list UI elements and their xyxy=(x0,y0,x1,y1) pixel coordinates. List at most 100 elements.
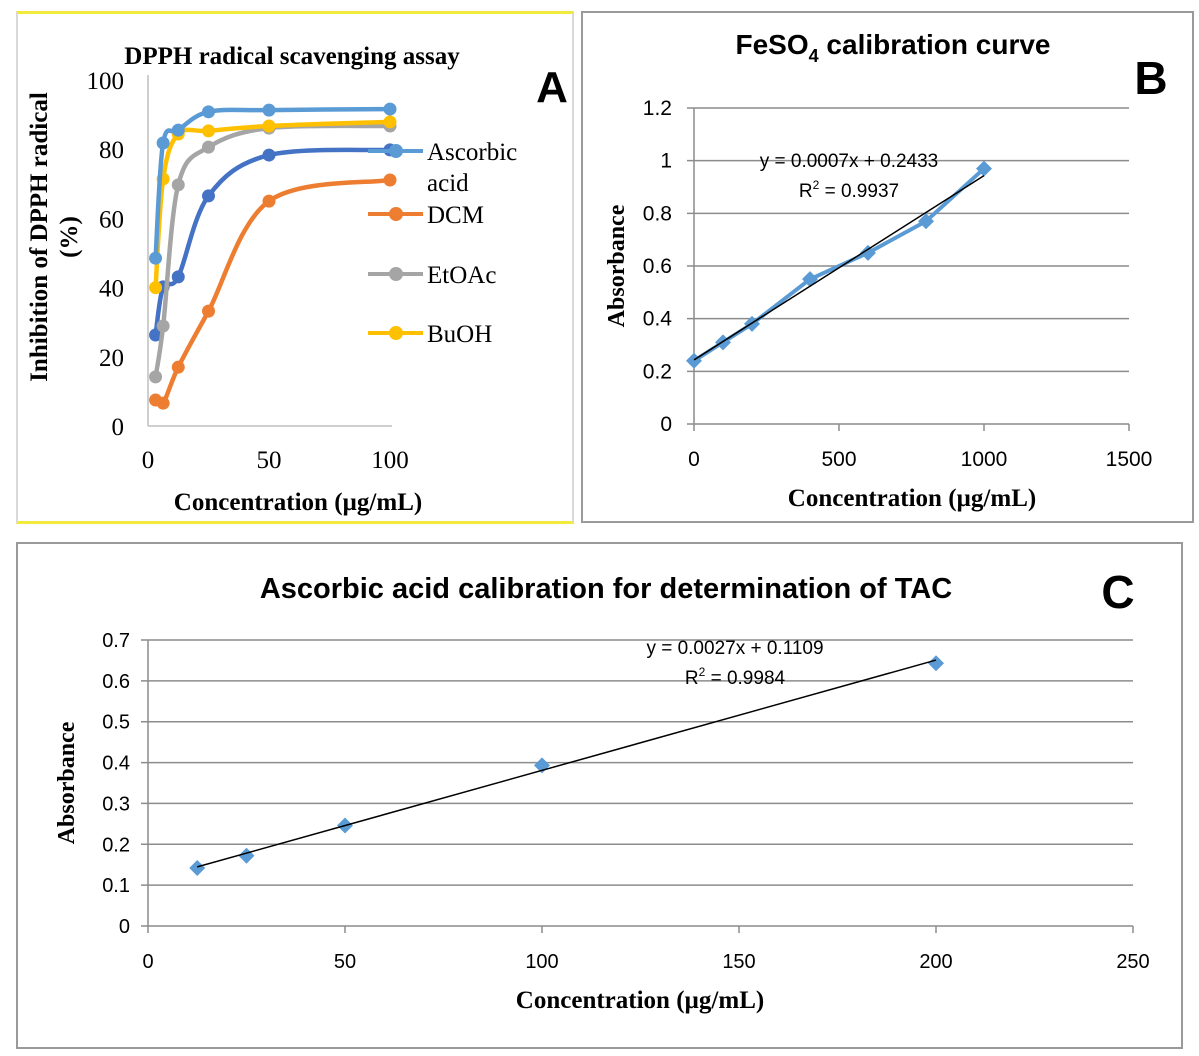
chart-a-data-point xyxy=(171,123,185,137)
chart-a-series-ascorbic-acid xyxy=(149,102,397,265)
chart-a-xlabel: Concentration (µg/mL) xyxy=(174,489,422,516)
chart-c-trendline-equation: y = 0.0027x + 0.1109 xyxy=(646,638,823,659)
chart-c-ytick-label: 0 xyxy=(119,916,130,938)
chart-b-trendline-equation: y = 0.0007x + 0.2433 xyxy=(760,151,939,172)
chart-a-legend-marker xyxy=(389,144,403,158)
chart-panel-c xyxy=(16,542,1183,1049)
chart-b-trendline xyxy=(693,174,985,361)
chart-a-data-point xyxy=(171,178,185,192)
chart-c-xtick-label: 50 xyxy=(334,951,356,973)
chart-c-ytick-label: 0.1 xyxy=(102,875,130,897)
chart-a-series-line xyxy=(154,177,391,408)
chart-b-ytick-label: 0.4 xyxy=(643,308,673,331)
chart-a-xtick-label: 50 xyxy=(257,447,282,474)
chart-b-r2-label: R xyxy=(799,181,813,202)
chart-c-xtick-label: 200 xyxy=(919,951,952,973)
chart-a-data-point xyxy=(383,102,397,116)
chart-b-ytick-label: 1 xyxy=(660,150,672,173)
chart-c-xlabel: Concentration (µg/mL) xyxy=(516,987,764,1014)
chart-b-r2-superscript: 2 xyxy=(813,178,820,192)
chart-a-ylabel-unit: (%) xyxy=(56,216,83,258)
chart-b-panel-label: B xyxy=(1134,52,1167,104)
chart-c-ylabel: Absorbance xyxy=(54,721,80,844)
chart-c-xtick-label: 250 xyxy=(1116,951,1149,973)
chart-a-legend-label: BuOH xyxy=(427,321,492,348)
chart-b-title-prefix: FeSO xyxy=(735,29,808,60)
chart-b-data-point xyxy=(976,160,992,177)
chart-a-series-dcm xyxy=(149,173,397,410)
chart-c-xtick-label: 0 xyxy=(142,951,153,973)
chart-c-trendline xyxy=(197,659,937,868)
chart-b-title-suffix: calibration curve xyxy=(819,29,1051,60)
chart-a-data-point xyxy=(149,251,163,265)
chart-b-ytick-label: 0.2 xyxy=(643,360,672,383)
chart-a-xtick-label: 100 xyxy=(371,447,409,474)
chart-a-series-line xyxy=(153,147,391,336)
chart-c-ytick-label: 0.7 xyxy=(102,630,130,652)
chart-a-legend-item: EtOAc xyxy=(368,262,496,289)
chart-a-series-line xyxy=(153,106,391,259)
chart-b-ytick-label: 0 xyxy=(660,413,672,436)
chart-b-xtick-label: 0 xyxy=(688,448,700,471)
chart-a-series-line xyxy=(153,119,391,288)
chart-b-xtick-label: 500 xyxy=(821,448,856,471)
chart-c-ytick-label: 0.2 xyxy=(102,834,130,856)
chart-a-legend-item: DCM xyxy=(368,202,484,229)
chart-a-data-point xyxy=(149,281,163,295)
chart-a-data-point xyxy=(149,328,163,342)
chart-c-ytick-label: 0.6 xyxy=(102,671,130,693)
chart-a-legend-label: Ascorbic xyxy=(427,139,517,166)
chart-b-data-point xyxy=(918,213,934,230)
chart-a-data-point xyxy=(171,270,185,284)
chart-b-r2-value: = 0.9937 xyxy=(819,181,899,202)
chart-c-r2-value: = 0.9984 xyxy=(705,668,785,689)
chart-a-ytick-label: 0 xyxy=(112,414,125,441)
chart-b-xlabel: Concentration (µg/mL) xyxy=(788,485,1036,512)
chart-a-ytick-label: 60 xyxy=(99,206,124,233)
chart-c-xtick-label: 150 xyxy=(722,951,755,973)
chart-b-ylabel: Absorbance xyxy=(604,204,630,327)
chart-a-data-point xyxy=(202,304,215,318)
chart-a-legend-label-line2: acid xyxy=(427,170,469,197)
chart-b-title-subscript: 4 xyxy=(809,46,819,66)
chart-b-data-point xyxy=(860,244,876,261)
chart-a-xtick-label: 0 xyxy=(142,447,155,474)
chart-a-data-point xyxy=(156,396,170,410)
chart-b-title: FeSO4 calibration curve xyxy=(735,29,1050,66)
chart-a-ytick-label: 20 xyxy=(99,345,124,372)
chart-c-r2-label: R xyxy=(685,668,699,689)
chart-a-legend-marker xyxy=(389,326,403,340)
chart-a-data-point xyxy=(202,124,215,138)
chart-c-ytick-label: 0.5 xyxy=(102,712,130,734)
chart-c-r2-superscript: 2 xyxy=(699,665,706,679)
chart-a-ylabel: Inhibition of DPPH radical xyxy=(26,92,53,382)
chart-a-legend-marker xyxy=(389,207,403,221)
chart-c-data-point xyxy=(189,859,206,876)
chart-a-data-point xyxy=(383,115,397,129)
chart-a-data-point xyxy=(262,103,276,117)
chart-a-ytick-label: 100 xyxy=(87,68,125,95)
chart-b-xtick-label: 1500 xyxy=(1106,448,1153,471)
chart-b-r-squared: R2 = 0.9937 xyxy=(799,178,899,202)
chart-c-title: Ascorbic acid calibration for determinat… xyxy=(260,573,952,605)
chart-a-data-point xyxy=(156,319,170,333)
chart-a-data-point xyxy=(262,194,276,208)
chart-c-xtick-label: 100 xyxy=(525,951,558,973)
chart-c-series xyxy=(189,655,944,876)
chart-a-data-point xyxy=(202,140,215,154)
chart-a-data-point xyxy=(383,173,397,187)
chart-c-ytick-label: 0.4 xyxy=(102,753,130,775)
chart-a-data-point xyxy=(171,360,185,374)
chart-a-legend-label: DCM xyxy=(427,202,484,229)
chart-a-data-point xyxy=(202,189,215,203)
chart-b-ytick-label: 0.8 xyxy=(643,202,672,225)
chart-a-data-point xyxy=(262,119,276,133)
chart-c-r-squared: R2 = 0.9984 xyxy=(685,665,786,689)
chart-a-series-unlabeled xyxy=(149,143,397,342)
chart-a-data-point xyxy=(156,136,170,150)
chart-a-title: DPPH radical scavenging assay xyxy=(124,43,460,70)
chart-a-ytick-label: 40 xyxy=(99,276,124,303)
chart-a-data-point xyxy=(202,105,215,119)
chart-a-legend-marker xyxy=(389,267,403,281)
